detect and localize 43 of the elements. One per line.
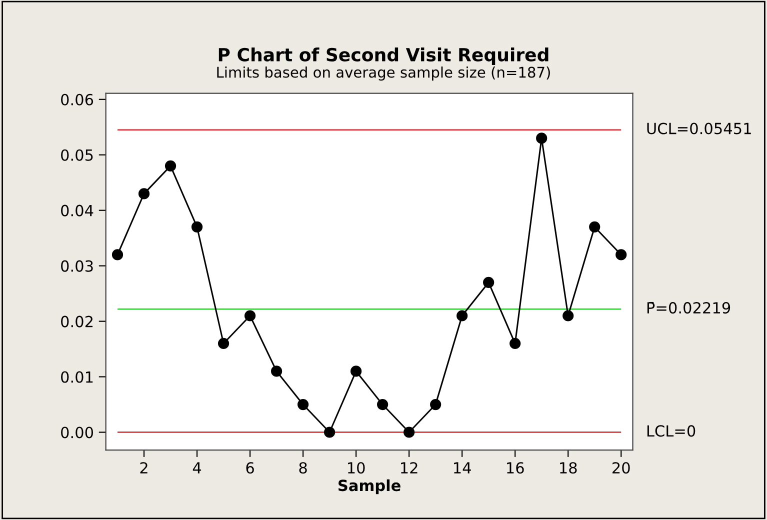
ref-line-label: LCL=0 [647,425,696,437]
y-tick-label: 0.06 [61,94,94,106]
x-tick-label: 8 [299,462,307,474]
y-tick-label: 0.01 [61,371,93,383]
y-tick-label: 0.05 [61,149,93,161]
x-tick-label: 2 [140,462,148,474]
ref-line-label: P̄=0.02219 [647,302,730,314]
point [562,310,574,322]
x-axis-title: Sample [338,479,400,494]
point [616,249,627,260]
point [164,160,176,172]
x-tick-label: 12 [401,462,418,474]
chart-title: P Chart of Second Visit Required [218,48,548,65]
point [377,398,388,410]
x-tick-label: 16 [507,462,524,474]
point [244,310,256,322]
x-tick-label: 4 [192,462,202,474]
point [404,426,415,438]
y-tick-label: 0.04 [61,204,94,216]
point [456,310,468,322]
x-tick-label: 10 [348,462,365,474]
chart-subtitle: Limits based on average sample size (n=187) [217,66,550,81]
point [324,426,336,438]
point [138,188,150,200]
point [430,398,442,410]
x-tick-label: 6 [246,462,254,474]
point [536,132,548,144]
y-tick-label: 0.02 [61,316,93,328]
y-tick-label: 0.03 [61,260,93,272]
point [483,276,494,288]
ref-line-label: UCL=0.05451 [647,122,751,134]
point [510,338,521,350]
y-tick-label: 0.00 [61,426,94,438]
point [112,249,124,260]
x-tick-label: 14 [454,462,471,474]
point [297,398,309,410]
point [218,338,230,350]
point [270,366,282,377]
point [350,366,362,377]
point [589,221,600,233]
x-tick-label: 18 [560,462,577,474]
x-tick-label: 20 [612,462,630,474]
point [191,221,203,233]
